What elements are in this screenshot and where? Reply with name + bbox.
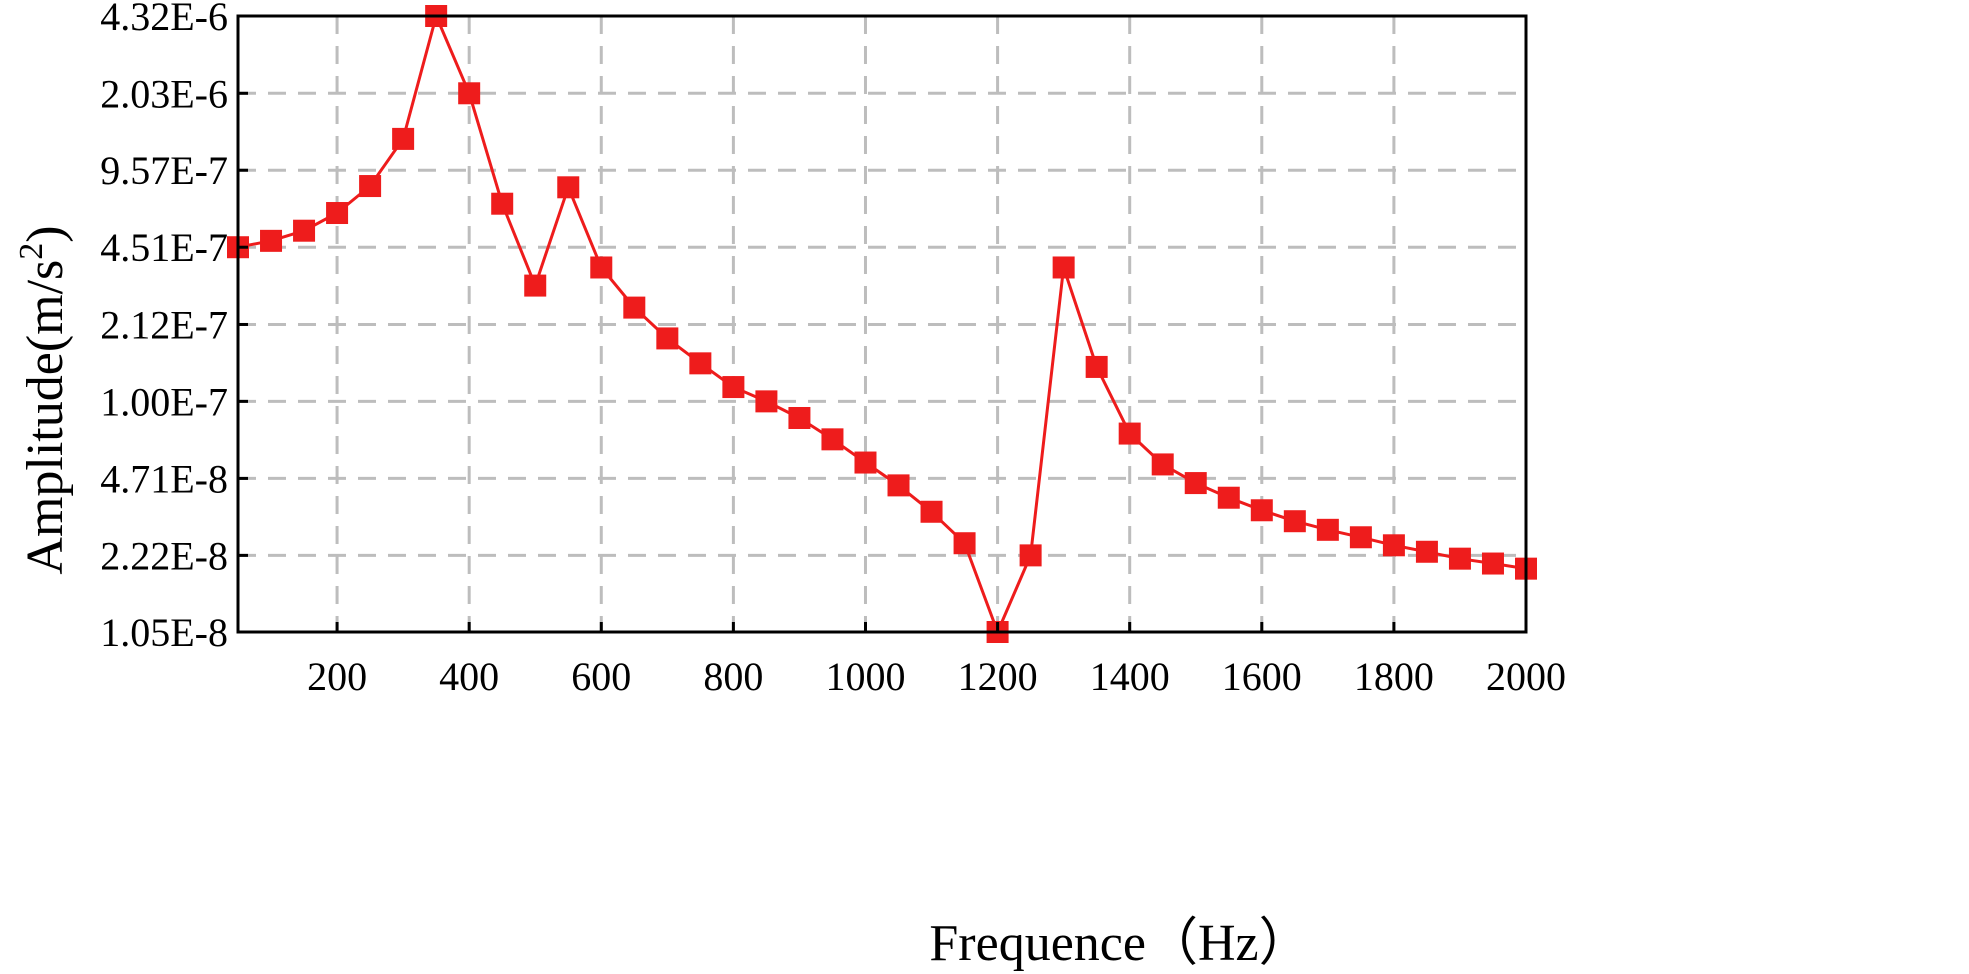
y-axis-title-main: Amplitude(m/s: [17, 260, 74, 575]
axis-ticks: [238, 14, 1528, 634]
data-point-1600: [1250, 499, 1273, 522]
data-point-1000: [854, 451, 877, 474]
x-tick-label-200: 200: [307, 654, 367, 699]
x-tick-label-1600: 1600: [1222, 654, 1302, 699]
series-line-0: [237, 14, 1527, 634]
data-point-100: [260, 229, 283, 252]
data-point-1050: [887, 474, 910, 497]
x-tick-labels: 200 400 600 800 1000 1200 1400 1600 1800 2000: [307, 654, 1566, 699]
data-point-500: [524, 274, 547, 297]
x-tick-label-2000: 2000: [1486, 654, 1566, 699]
y-tick-label-2: 4.71E-8: [100, 456, 228, 501]
data-point-900: [788, 406, 811, 429]
y-tick-label-3: 1.00E-7: [100, 379, 228, 424]
y-tick-label-7: 2.03E-6: [100, 71, 228, 116]
data-point-750: [689, 352, 712, 375]
data-point-550: [557, 176, 580, 199]
x-tick-label-400: 400: [439, 654, 499, 699]
y-axis-title-close: ): [17, 225, 74, 242]
data-point-1850: [1415, 540, 1438, 563]
data-point-1500: [1184, 472, 1207, 495]
data-point-700: [656, 327, 679, 350]
x-tick-label-1400: 1400: [1090, 654, 1170, 699]
data-point-1550: [1217, 486, 1240, 509]
y-tick-labels: 1.05E-8 2.22E-8 4.71E-8 1.00E-7 2.12E-7 4.51E…: [100, 0, 228, 655]
data-point-950: [821, 428, 844, 451]
data-point-200: [326, 202, 349, 225]
data-point-300: [392, 127, 415, 150]
data-point-1800: [1382, 534, 1405, 557]
data-point-1250: [1019, 544, 1042, 567]
series-line-layer: [237, 14, 1527, 634]
data-point-1350: [1085, 355, 1108, 378]
data-markers: [227, 5, 1537, 643]
x-axis-title: Frequence（Hz）: [929, 915, 1310, 972]
data-point-1450: [1151, 453, 1174, 476]
data-point-400: [458, 82, 481, 105]
data-point-1100: [920, 500, 943, 523]
x-tick-label-1000: 1000: [825, 654, 905, 699]
data-point-1950: [1481, 552, 1504, 575]
data-point-850: [755, 390, 778, 413]
y-tick-label-5: 4.51E-7: [100, 225, 228, 270]
data-point-1650: [1283, 510, 1306, 533]
data-point-250: [359, 175, 382, 198]
y-tick-label-8: 4.32E-6: [100, 0, 228, 39]
data-point-1300: [1052, 256, 1075, 279]
y-tick-label-1: 2.22E-8: [100, 533, 228, 578]
data-point-1750: [1349, 526, 1372, 549]
y-axis-title-superscript: 2: [13, 243, 50, 260]
grid-lines: [238, 16, 1526, 632]
y-tick-label-6: 9.57E-7: [100, 148, 228, 193]
data-point-600: [590, 256, 613, 279]
data-point-450: [491, 192, 514, 215]
x-tick-label-600: 600: [571, 654, 631, 699]
data-point-650: [623, 296, 646, 319]
data-point-1400: [1118, 422, 1141, 445]
data-point-800: [722, 376, 745, 399]
x-tick-label-1800: 1800: [1354, 654, 1434, 699]
y-tick-label-0: 1.05E-8: [100, 610, 228, 655]
data-point-1900: [1448, 547, 1471, 570]
x-tick-label-800: 800: [703, 654, 763, 699]
data-point-1150: [953, 532, 976, 555]
data-point-150: [293, 219, 316, 242]
y-tick-label-4: 2.12E-7: [100, 302, 228, 347]
x-tick-label-1200: 1200: [958, 654, 1038, 699]
y-axis-title: Amplitude(m/s2): [13, 225, 74, 574]
data-point-1700: [1316, 518, 1339, 541]
